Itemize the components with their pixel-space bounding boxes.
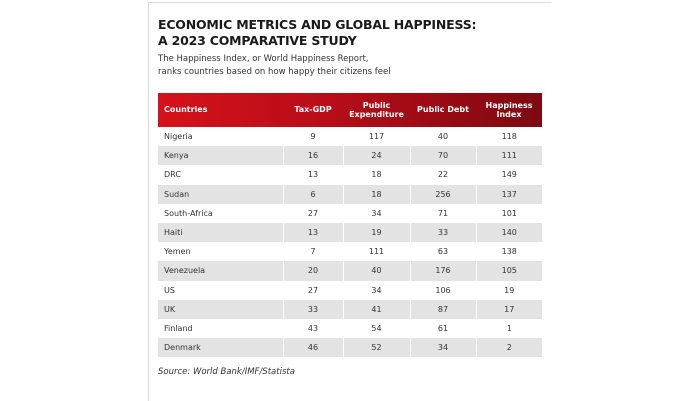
value-cell: 24 <box>342 146 410 166</box>
value-cell: 13 <box>282 165 343 185</box>
value-cell: 256 <box>409 184 476 204</box>
value-cell: 176 <box>409 261 476 281</box>
value-cell: 61 <box>409 318 476 339</box>
subtitle: The Happiness Index, or World Happiness … <box>158 53 391 78</box>
value-cell: 18 <box>342 184 410 204</box>
table-row: Haiti 13 19 33 140 <box>158 222 542 243</box>
value-cell: 137 <box>475 184 542 204</box>
value-cell: 20 <box>282 261 343 281</box>
table-row: UK 33 41 87 17 <box>158 299 542 319</box>
value-cell: 118 <box>475 127 542 147</box>
value-cell: 34 <box>409 338 476 358</box>
title-line: ECONOMIC METRICS AND GLOBAL HAPPINESS: <box>158 17 477 32</box>
value-cell: 18 <box>342 165 410 185</box>
table-row: Venezuela 20 40 176 105 <box>158 261 542 281</box>
value-cell: 17 <box>475 299 542 319</box>
value-cell: 43 <box>282 318 343 339</box>
table-row: Finland 43 54 61 1 <box>158 318 542 339</box>
source: Source: World Bank/IMF/Statista <box>158 367 295 377</box>
table-row: DRC 13 18 22 149 <box>158 165 542 185</box>
country-cell: Nigeria <box>164 132 193 142</box>
value-cell: 16 <box>282 146 343 166</box>
table-row: US 27 34 106 19 <box>158 280 542 300</box>
value-cell: 34 <box>342 203 410 223</box>
value-cell: 27 <box>282 203 343 223</box>
country-cell: US <box>164 285 175 295</box>
country-cell: Finland <box>164 323 193 333</box>
country-cell: Denmark <box>158 338 283 358</box>
country-cell: UK <box>158 299 283 319</box>
title: ECONOMIC METRICS AND GLOBAL HAPPINESS: A … <box>158 17 477 49</box>
value-cell: 105 <box>475 261 542 281</box>
column-header: Happiness Index <box>485 100 533 120</box>
value-cell: 13 <box>282 222 343 243</box>
country-cell: Venezuela <box>158 261 283 281</box>
value-cell: 106 <box>409 280 476 300</box>
country-cell: Kenya <box>158 146 283 166</box>
title-line: A 2023 COMPARATIVE STUDY <box>158 33 357 48</box>
value-cell: 63 <box>409 242 476 262</box>
value-cell: 7 <box>282 242 343 262</box>
country-cell: South-Africa <box>164 208 213 218</box>
column-header: Tax-GDP <box>294 105 332 115</box>
value-cell: 70 <box>409 146 476 166</box>
country-cell: Sudan <box>158 184 283 204</box>
value-cell: 19 <box>475 280 542 300</box>
value-cell: 46 <box>282 338 343 358</box>
value-cell: 138 <box>475 242 542 262</box>
value-cell: 111 <box>475 146 542 166</box>
header-row: Countries Tax-GDP Public Expenditure Public… <box>158 93 542 127</box>
value-cell: 33 <box>282 299 343 319</box>
value-cell: 40 <box>409 127 476 147</box>
column-header: Public Expenditure <box>349 100 404 120</box>
value-cell: 9 <box>282 127 343 147</box>
data-table: Countries Tax-GDP Public Expenditure Public… <box>158 93 542 358</box>
value-cell: 41 <box>342 299 410 319</box>
column-header: Countries <box>164 105 208 115</box>
value-cell: 149 <box>475 165 542 185</box>
value-cell: 52 <box>342 338 410 358</box>
frame <box>148 2 551 401</box>
table-row: Kenya 16 24 70 111 <box>158 146 542 166</box>
value-cell: 71 <box>409 203 476 223</box>
table-row: Sudan 6 18 256 137 <box>158 184 542 204</box>
table-body: Nigeria 9 117 40 118 Kenya 16 24 70 111 DRC 13 18 22 1… <box>158 127 542 358</box>
value-cell: 101 <box>475 203 542 223</box>
value-cell: 6 <box>282 184 343 204</box>
subtitle-line: The Happiness Index, or World Happiness … <box>158 54 369 64</box>
country-cell: Yemen <box>164 247 191 257</box>
column-header: Public Debt <box>417 105 469 115</box>
value-cell: 54 <box>342 318 410 339</box>
table-row: Yemen 7 111 63 138 <box>158 242 542 262</box>
subtitle-line: ranks countries based on how happy their… <box>158 66 391 77</box>
table-row: Nigeria 9 117 40 118 <box>158 127 542 147</box>
value-cell: 40 <box>342 261 410 281</box>
value-cell: 1 <box>475 318 542 339</box>
table-row: Denmark 46 52 34 2 <box>158 338 542 358</box>
value-cell: 33 <box>409 222 476 243</box>
value-cell: 19 <box>342 222 410 243</box>
country-cell: Haiti <box>158 222 283 243</box>
value-cell: 22 <box>409 165 476 185</box>
value-cell: 87 <box>409 299 476 319</box>
value-cell: 34 <box>342 280 410 300</box>
value-cell: 27 <box>282 280 343 300</box>
country-cell: DRC <box>164 170 181 180</box>
value-cell: 111 <box>342 242 410 262</box>
value-cell: 140 <box>475 222 542 243</box>
value-cell: 117 <box>342 127 410 147</box>
table-row: South-Africa 27 34 71 101 <box>158 203 542 223</box>
value-cell: 2 <box>475 338 542 358</box>
